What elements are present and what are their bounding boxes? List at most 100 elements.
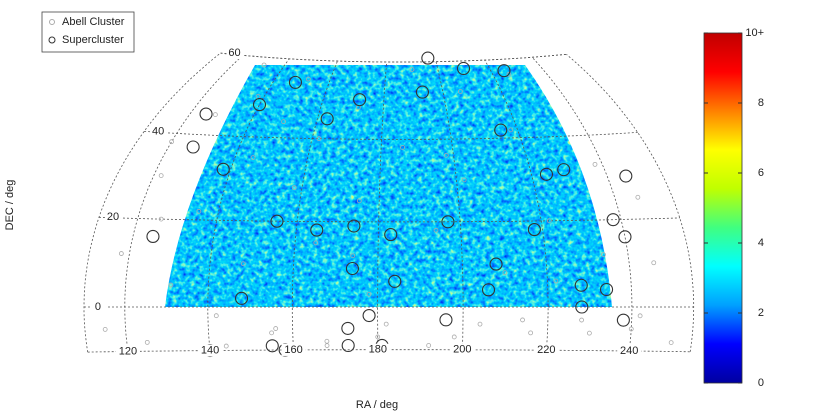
density-field xyxy=(165,65,612,307)
abell-cluster xyxy=(508,127,514,133)
abell-cluster xyxy=(281,119,286,125)
tick-label-bg xyxy=(115,345,140,358)
abell-cluster xyxy=(250,155,256,161)
legend-box xyxy=(41,11,135,53)
supercluster xyxy=(345,261,359,276)
supercluster xyxy=(619,169,633,183)
abell-cluster xyxy=(273,326,279,331)
abell-cluster xyxy=(592,161,598,167)
x-axis-label: RA / deg xyxy=(356,399,398,411)
colorbar: 0 2 4 6 8 10+ xyxy=(703,27,764,389)
supercluster xyxy=(497,64,511,78)
abell-cluster xyxy=(586,330,592,336)
abell-cluster xyxy=(261,62,267,68)
supercluster xyxy=(539,167,554,181)
tick-label-bg xyxy=(89,301,106,313)
supercluster xyxy=(616,313,630,327)
x-tick-label: 140 xyxy=(201,344,219,356)
abell-cluster xyxy=(443,152,449,158)
supercluster xyxy=(439,313,453,327)
abell-cluster xyxy=(528,330,534,336)
abell-cluster xyxy=(158,173,164,179)
supercluster xyxy=(252,98,267,112)
supercluster xyxy=(341,321,355,335)
supercluster xyxy=(494,123,508,137)
legend-label: Supercluster xyxy=(62,34,124,46)
abell-cluster xyxy=(316,136,322,142)
x-tick-label: 240 xyxy=(620,345,638,357)
tick-label-bg xyxy=(226,47,243,60)
labels: 120 140 160 180 200 220 240 0 20 40 60 xyxy=(89,47,642,358)
supercluster xyxy=(388,274,402,288)
legend-label: Abell Cluster xyxy=(62,16,125,28)
meridian xyxy=(83,52,221,353)
legend-marker xyxy=(48,36,56,44)
colorbar-scale xyxy=(703,32,743,384)
tick-label-bg xyxy=(198,344,223,357)
supercluster xyxy=(288,75,302,89)
y-tick-label: 60 xyxy=(228,47,240,59)
supercluster xyxy=(216,162,230,176)
abell-cluster xyxy=(506,71,512,77)
tick-label-bg xyxy=(450,343,475,356)
abell-cluster xyxy=(375,334,381,340)
supercluster xyxy=(234,291,249,305)
supercluster xyxy=(310,223,324,237)
supercluster xyxy=(270,214,284,228)
abell-cluster xyxy=(635,194,641,200)
parallel xyxy=(98,216,680,223)
meridian xyxy=(207,58,290,351)
supercluster xyxy=(456,61,471,76)
abell-cluster xyxy=(366,291,372,297)
supercluster xyxy=(421,51,435,65)
abell-cluster xyxy=(477,321,483,327)
abell-cluster xyxy=(553,278,559,284)
x-tick-label: 180 xyxy=(369,344,387,356)
abell-cluster xyxy=(168,282,174,288)
supercluster xyxy=(362,309,376,323)
abell-cluster xyxy=(196,208,202,214)
y-axis-label: DEC / deg xyxy=(4,180,16,231)
abell-cluster xyxy=(461,177,467,183)
supercluster xyxy=(557,163,571,177)
abell-cluster xyxy=(383,321,389,327)
tick-label-bg xyxy=(104,211,121,224)
abell-cluster xyxy=(502,270,508,276)
abell-cluster xyxy=(433,227,439,233)
supercluster xyxy=(341,338,355,353)
legend: Abell Cluster Supercluster xyxy=(41,11,135,53)
supercluster xyxy=(527,223,541,237)
abell-cluster xyxy=(451,334,457,340)
abell-cluster xyxy=(118,251,124,256)
abell-cluster xyxy=(400,145,405,150)
supercluster xyxy=(347,219,361,233)
density-texture xyxy=(165,65,612,307)
supercluster xyxy=(441,215,455,229)
abell-cluster xyxy=(520,317,525,323)
colorbar-tick-label: 2 xyxy=(758,307,764,319)
tick-label-bg xyxy=(534,344,559,357)
abell-cluster xyxy=(409,67,415,72)
abell-cluster xyxy=(240,261,246,267)
abell-cluster xyxy=(169,139,174,145)
tick-label-bg xyxy=(281,343,306,356)
tick-label-bg xyxy=(617,344,642,357)
supercluster xyxy=(186,140,200,154)
supercluster xyxy=(353,93,367,107)
y-tick-label: 0 xyxy=(95,301,101,313)
colorbar-tick-label: 10+ xyxy=(745,27,764,39)
supercluster xyxy=(606,213,620,227)
abell-cluster xyxy=(144,339,150,345)
abell-cluster xyxy=(269,330,275,336)
supercluster xyxy=(618,230,632,244)
supercluster xyxy=(384,228,398,242)
abell-cluster xyxy=(579,317,585,323)
y-tick-label: 20 xyxy=(107,211,119,223)
meridian xyxy=(124,55,244,352)
meridian xyxy=(566,53,695,352)
abell-cluster xyxy=(305,76,311,82)
parallel xyxy=(220,52,567,63)
abell-cluster xyxy=(102,327,108,332)
supercluster xyxy=(599,282,614,297)
